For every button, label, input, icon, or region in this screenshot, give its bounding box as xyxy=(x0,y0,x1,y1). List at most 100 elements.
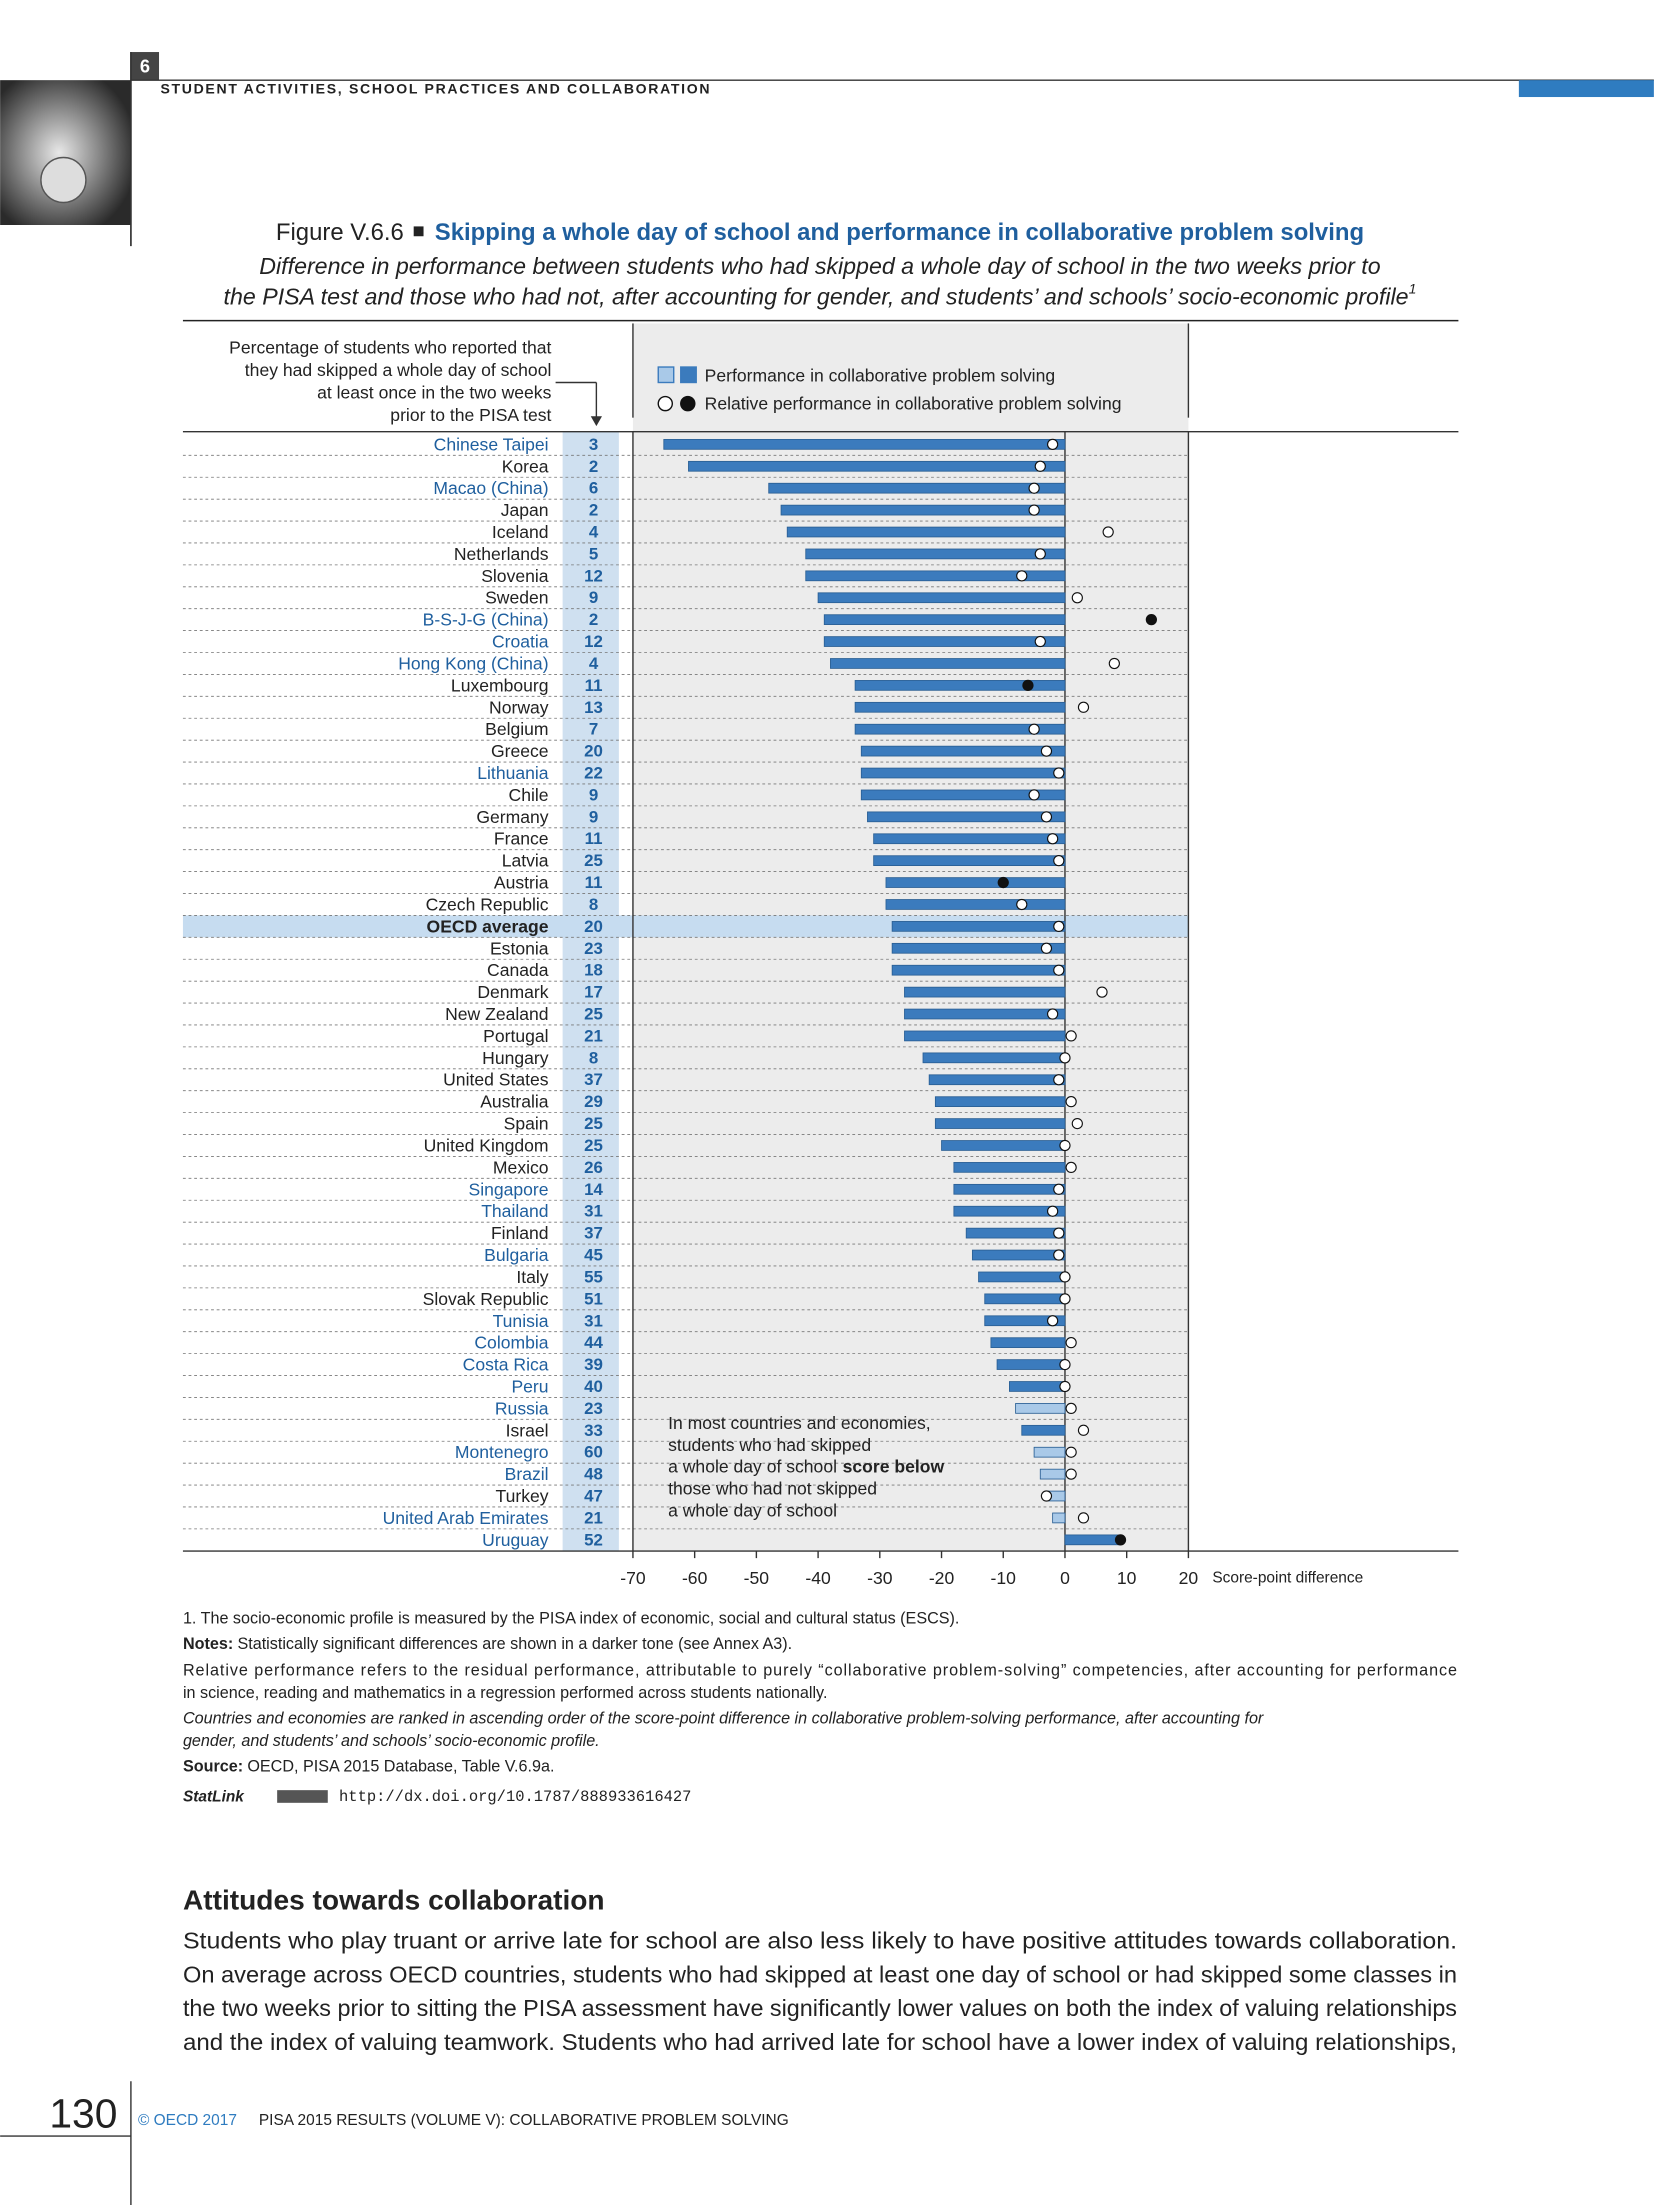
percent-value: 21 xyxy=(584,1026,603,1045)
annotation-line: a whole day of school xyxy=(668,1457,837,1477)
bar xyxy=(873,855,1066,866)
relative-marker xyxy=(1016,898,1028,911)
percent-value: 9 xyxy=(589,588,598,607)
notes-lead: Notes: xyxy=(183,1635,233,1653)
category-label: Uruguay xyxy=(482,1530,549,1550)
relative-marker xyxy=(1077,1424,1090,1436)
percent-value: 20 xyxy=(584,742,603,761)
bar xyxy=(860,789,1066,801)
bar xyxy=(663,439,1066,450)
percent-value: 25 xyxy=(584,851,603,870)
notes-ranking: gender, and students’ and schools’ socio… xyxy=(183,1732,600,1750)
bar xyxy=(805,570,1066,582)
legend-swatch xyxy=(657,395,674,412)
x-tick-label: -70 xyxy=(620,1568,646,1588)
subtitle-line: Difference in performance between studen… xyxy=(259,253,1380,279)
percent-value: 14 xyxy=(584,1180,603,1199)
subtitle-line: the PISA test and those who had not, aft… xyxy=(224,284,1409,310)
percent-value: 9 xyxy=(589,807,598,826)
percent-value: 31 xyxy=(584,1311,603,1330)
relative-marker xyxy=(1040,1490,1053,1502)
relative-marker xyxy=(1065,1402,1077,1415)
photo-globe xyxy=(40,156,87,204)
category-label: Canada xyxy=(487,960,549,980)
category-label: Croatia xyxy=(492,632,549,652)
bar xyxy=(780,504,1066,516)
running-title: STUDENT ACTIVITIES, SCHOOL PRACTICES AND… xyxy=(160,81,711,97)
x-tick-label: -50 xyxy=(744,1568,770,1588)
annotation-line: those who had not skipped xyxy=(668,1479,877,1499)
publication: PISA 2015 RESULTS (VOLUME V): COLLABORAT… xyxy=(259,2112,789,2129)
bar xyxy=(904,986,1066,998)
annotation: a whole day of school score below xyxy=(668,1457,944,1477)
category-label: United Arab Emirates xyxy=(383,1508,549,1528)
source-text: OECD, PISA 2015 Database, Table V.6.9a. xyxy=(247,1757,554,1775)
bar xyxy=(934,1096,1066,1108)
category-label: Turkey xyxy=(496,1486,549,1506)
legend-label: Relative performance in collaborative pr… xyxy=(705,394,1122,414)
percent-value: 11 xyxy=(585,873,603,892)
category-label: Korea xyxy=(502,456,549,476)
category-label: Greece xyxy=(491,741,549,761)
notes-relative: Relative performance refers to the resid… xyxy=(183,1662,1457,1680)
relative-marker xyxy=(1108,657,1120,670)
category-label: Tunisia xyxy=(493,1311,549,1331)
bar xyxy=(904,1008,1066,1020)
x-tick-label: 10 xyxy=(1117,1568,1137,1588)
x-tick-label: -60 xyxy=(682,1568,708,1588)
header-photo xyxy=(0,80,131,225)
legend-label: Performance in collaborative problem sol… xyxy=(705,365,1055,385)
bar xyxy=(854,680,1066,691)
bar xyxy=(1039,1468,1066,1480)
bar xyxy=(953,1183,1066,1195)
relative-marker xyxy=(1028,723,1040,735)
relative-marker xyxy=(1022,679,1034,692)
relative-marker xyxy=(1047,1008,1059,1020)
bar xyxy=(891,921,1066,932)
bar xyxy=(1021,1424,1066,1436)
category-label: Mexico xyxy=(493,1157,549,1177)
page-number: 130 xyxy=(49,2091,117,2137)
percent-value: 18 xyxy=(584,961,603,980)
percent-value: 26 xyxy=(584,1158,603,1177)
annotation: In most countries and economies, xyxy=(668,1413,931,1433)
copyright: © OECD 2017 xyxy=(138,2112,237,2129)
bar xyxy=(891,942,1066,954)
relative-marker xyxy=(1040,942,1053,954)
content: 6 STUDENT ACTIVITIES, SCHOOL PRACTICES AN… xyxy=(49,56,1457,2137)
category-label: Colombia xyxy=(474,1333,548,1353)
title-bullet xyxy=(413,226,424,237)
percent-value: 23 xyxy=(584,939,603,958)
category-label: Israel xyxy=(506,1420,549,1440)
percent-value: 5 xyxy=(589,544,598,563)
percent-value: 12 xyxy=(584,632,603,651)
bar xyxy=(953,1162,1066,1173)
category-label: United Kingdom xyxy=(424,1135,549,1155)
percent-value: 31 xyxy=(584,1202,603,1221)
annotation: a whole day of school xyxy=(668,1500,837,1520)
relative-marker xyxy=(1077,701,1090,713)
bar xyxy=(965,1227,1066,1239)
percent-value: 11 xyxy=(585,829,603,848)
bar xyxy=(1015,1403,1066,1414)
bar xyxy=(904,1030,1066,1042)
percent-column xyxy=(562,431,619,1552)
bar xyxy=(823,636,1066,647)
category-label: OECD average xyxy=(427,916,549,936)
percent-value: 55 xyxy=(584,1267,603,1286)
percent-value: 23 xyxy=(584,1399,603,1418)
category-label: Brazil xyxy=(505,1464,549,1484)
category-label: Italy xyxy=(516,1267,548,1287)
relative-marker xyxy=(1040,745,1053,757)
paragraph-line: and the index of valuing teamwork. Stude… xyxy=(183,2029,1457,2055)
percent-value: 25 xyxy=(584,1114,603,1133)
relative-marker xyxy=(1059,1380,1071,1393)
category-label: Japan xyxy=(501,500,549,520)
percent-value: 9 xyxy=(589,785,598,804)
annotation-line: In most countries and economies, xyxy=(668,1413,931,1433)
section-heading: Attitudes towards collaboration xyxy=(183,1884,605,1915)
category-label: Norway xyxy=(489,697,549,717)
bar xyxy=(1052,1512,1066,1524)
